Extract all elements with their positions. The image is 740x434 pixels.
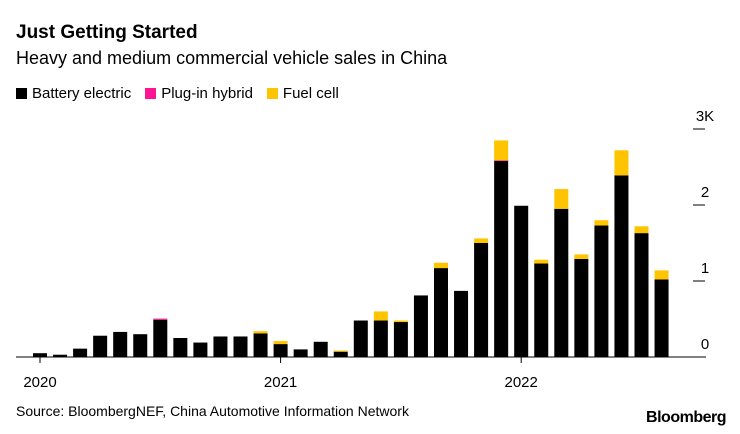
bar-fuel-cell-2022-04 [574, 254, 589, 259]
bar-battery-electric-2020-07 [153, 319, 168, 357]
bar-battery-electric-2021-05 [353, 320, 368, 357]
bar-battery-electric-2020-06 [133, 334, 148, 357]
legend-item-plug-in-hybrid: Plug-in hybrid [145, 85, 253, 102]
bar-battery-electric-2022-07 [634, 233, 649, 357]
y-tick-label: 1 [701, 260, 709, 277]
bar-fuel-cell-2020-12 [253, 331, 268, 334]
bar-battery-electric-2022-03 [554, 208, 569, 357]
bar-battery-electric-2022-06 [614, 175, 629, 357]
legend-label: Battery electric [32, 85, 132, 102]
bar-fuel-cell-2021-01 [273, 341, 288, 345]
bar-battery-electric-2022-08 [654, 279, 669, 357]
bar-battery-electric-2021-10 [454, 290, 469, 357]
bar-battery-electric-2021-06 [373, 320, 388, 357]
bar-battery-electric-2022-04 [574, 258, 589, 357]
bar-fuel-cell-2021-07 [393, 320, 408, 323]
bar-fuel-cell-2022-06 [614, 150, 629, 176]
chart-title: Just Getting Started [16, 22, 198, 43]
bar-fuel-cell-2021-11 [474, 238, 489, 243]
bar-battery-electric-2020-03 [73, 348, 88, 357]
legend-swatch [266, 88, 278, 99]
bar-fuel-cell-2021-12 [494, 140, 509, 161]
bar-plug-in-hybrid-2021-12 [494, 160, 509, 161]
bar-battery-electric-2021-09 [434, 268, 448, 357]
legend-item-battery-electric: Battery electric [16, 85, 131, 102]
chart-subtitle: Heavy and medium commercial vehicle sale… [16, 48, 448, 68]
bar-fuel-cell-2021-09 [434, 262, 448, 269]
legend-label: Plug-in hybrid [161, 85, 253, 102]
bar-fuel-cell-2021-04 [333, 350, 348, 352]
legend-label: Fuel cell [282, 85, 339, 102]
bar-battery-electric-2020-08 [173, 338, 188, 357]
bloomberg-logo: Bloomberg [646, 409, 726, 426]
bar-battery-electric-2020-10 [213, 336, 228, 357]
bar-battery-electric-2021-07 [393, 322, 408, 357]
source-note: Source: BloombergNEF, China Automotive I… [16, 403, 409, 419]
bar-battery-electric-2021-04 [333, 351, 348, 357]
legend-swatch [16, 88, 27, 99]
bar-battery-electric-2020-09 [193, 342, 208, 357]
bar-fuel-cell-2022-03 [554, 189, 569, 209]
bar-battery-electric-2022-01 [514, 205, 529, 357]
bar-fuel-cell-2022-07 [634, 226, 649, 234]
bar-fuel-cell-2022-02 [534, 259, 549, 264]
bar-fuel-cell-2022-05 [594, 220, 609, 226]
x-tick-label: 2020 [23, 374, 56, 391]
bar-fuel-cell-2021-06 [373, 311, 388, 321]
bar-battery-electric-2020-02 [53, 354, 68, 357]
bar-battery-electric-2021-01 [273, 344, 288, 357]
bar-battery-electric-2020-01 [33, 353, 47, 357]
legend-item-fuel-cell: Fuel cell [266, 85, 339, 102]
y-tick-label: 3K [696, 108, 714, 125]
x-tick-label: 2021 [264, 374, 297, 391]
bar-battery-electric-2021-03 [313, 341, 328, 357]
bar-battery-electric-2020-05 [113, 331, 128, 357]
bar-battery-electric-2020-12 [253, 333, 268, 357]
bar-battery-electric-2022-05 [594, 225, 609, 357]
bar-battery-electric-2020-04 [93, 335, 108, 357]
y-tick-label: 2 [701, 184, 709, 201]
legend: Battery electric Plug-in hybrid Fuel cel… [16, 85, 339, 102]
bar-battery-electric-2021-02 [293, 349, 308, 357]
bar-fuel-cell-2022-08 [654, 270, 669, 280]
bar-battery-electric-2020-11 [233, 336, 248, 357]
legend-swatch [145, 88, 157, 99]
bar-battery-electric-2022-02 [534, 263, 549, 357]
y-tick-label: 0 [701, 336, 709, 353]
bar-battery-electric-2021-11 [474, 243, 489, 357]
x-tick-label: 2022 [505, 374, 538, 391]
bar-battery-electric-2021-12 [494, 160, 509, 357]
bar-battery-electric-2021-08 [413, 295, 428, 357]
bar-plug-in-hybrid-2020-07 [153, 318, 168, 320]
